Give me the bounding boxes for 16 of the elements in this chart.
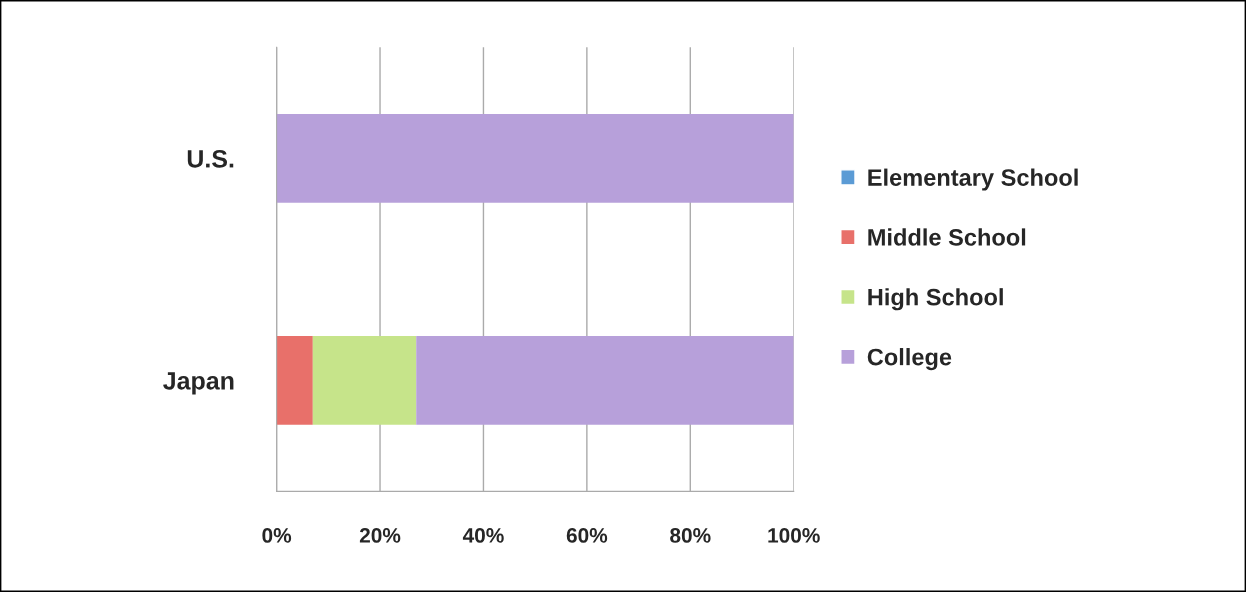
legend-label: Middle School [868, 228, 1026, 246]
bar [416, 335, 794, 425]
y-tick-label: U.S. [187, 149, 234, 168]
bar [276, 113, 794, 203]
x-tick-label: 0% [262, 528, 292, 543]
x-tick-label: 40% [462, 528, 504, 543]
legend-label: High School [868, 288, 1003, 311]
legend-label: College [867, 348, 952, 371]
x-tick-label: 20% [359, 528, 401, 543]
bar [312, 335, 417, 425]
x-tick-label: 80% [670, 528, 711, 543]
y-tick-label: Japan [163, 372, 234, 395]
legend-label: Elementary School [868, 168, 1078, 191]
x-tick-label: 60% [566, 528, 608, 543]
bar [276, 335, 313, 425]
x-tick-label: 100% [768, 528, 820, 543]
